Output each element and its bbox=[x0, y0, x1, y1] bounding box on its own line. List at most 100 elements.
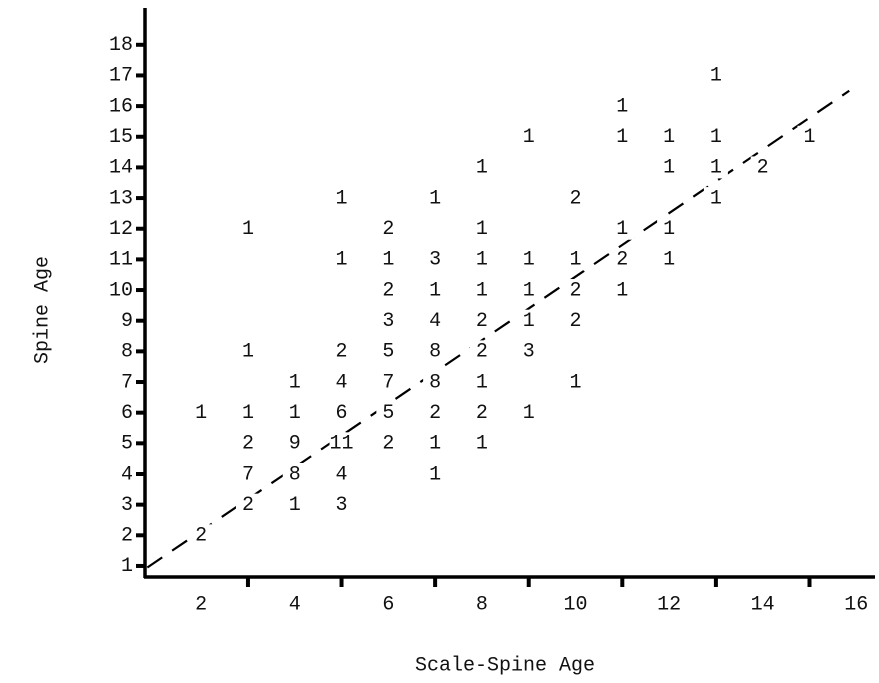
count-bg bbox=[376, 217, 401, 240]
count-label: 9 bbox=[289, 433, 301, 456]
count-bg bbox=[516, 340, 541, 363]
count-label: 2 bbox=[382, 279, 394, 302]
count-label: 11 bbox=[330, 433, 354, 456]
count-label: 2 bbox=[476, 341, 488, 364]
count-bg bbox=[329, 340, 354, 363]
count-label: 1 bbox=[476, 433, 488, 456]
count-bg bbox=[189, 524, 214, 547]
y-tick-label: 12 bbox=[109, 218, 133, 241]
count-label: 2 bbox=[570, 279, 582, 302]
count-label: 2 bbox=[476, 310, 488, 333]
count-label: 1 bbox=[570, 371, 582, 394]
x-tick-label: 8 bbox=[476, 593, 488, 616]
y-tick-label: 10 bbox=[109, 279, 133, 302]
count-label: 4 bbox=[336, 371, 348, 394]
count-label: 4 bbox=[429, 310, 441, 333]
y-tick-label: 5 bbox=[121, 433, 133, 456]
count-label: 2 bbox=[242, 433, 254, 456]
count-label: 1 bbox=[663, 157, 675, 180]
y-tick-label: 14 bbox=[109, 157, 133, 180]
count-bg bbox=[703, 156, 728, 179]
count-bg bbox=[469, 340, 494, 363]
y-tick-label: 16 bbox=[109, 95, 133, 118]
count-label: 1 bbox=[429, 433, 441, 456]
count-bg bbox=[235, 340, 260, 363]
y-tick-label: 6 bbox=[121, 402, 133, 425]
count-label: 2 bbox=[757, 157, 769, 180]
count-label: 2 bbox=[195, 525, 207, 548]
count-bg bbox=[563, 248, 588, 271]
x-tick-label: 4 bbox=[289, 593, 301, 616]
count-label: 1 bbox=[710, 126, 722, 149]
count-label: 2 bbox=[429, 402, 441, 425]
count-bg bbox=[469, 217, 494, 240]
count-bg bbox=[189, 401, 214, 424]
count-bg bbox=[423, 371, 448, 394]
count-bg bbox=[282, 432, 307, 455]
count-label: 1 bbox=[710, 187, 722, 210]
count-bg bbox=[703, 125, 728, 148]
count-label: 1 bbox=[616, 218, 628, 241]
count-bg bbox=[376, 371, 401, 394]
y-tick-label: 7 bbox=[121, 371, 133, 394]
count-label: 1 bbox=[382, 249, 394, 272]
count-bg bbox=[376, 340, 401, 363]
count-bg bbox=[469, 371, 494, 394]
count-bg bbox=[235, 493, 260, 516]
count-label: 6 bbox=[336, 402, 348, 425]
count-label: 1 bbox=[476, 371, 488, 394]
x-axis-label: Scale-Spine Age bbox=[415, 654, 595, 677]
x-tick-label: 14 bbox=[751, 593, 775, 616]
count-bg bbox=[282, 371, 307, 394]
count-label: 2 bbox=[570, 187, 582, 210]
count-bg bbox=[329, 371, 354, 394]
count-label: 1 bbox=[429, 279, 441, 302]
count-label: 1 bbox=[476, 279, 488, 302]
y-tick-label: 17 bbox=[109, 65, 133, 88]
count-bg bbox=[750, 156, 775, 179]
count-bg bbox=[376, 309, 401, 332]
x-tick-label: 10 bbox=[564, 593, 588, 616]
count-label: 1 bbox=[523, 310, 535, 333]
count-bg bbox=[516, 401, 541, 424]
count-label: 1 bbox=[570, 249, 582, 272]
y-tick-label: 8 bbox=[121, 341, 133, 364]
count-bg bbox=[423, 401, 448, 424]
count-label: 2 bbox=[476, 402, 488, 425]
count-label: 1 bbox=[289, 371, 301, 394]
count-label: 8 bbox=[429, 371, 441, 394]
count-bg bbox=[563, 371, 588, 394]
count-bg bbox=[657, 248, 682, 271]
count-bg bbox=[469, 309, 494, 332]
count-bg bbox=[563, 187, 588, 210]
count-label: 1 bbox=[710, 157, 722, 180]
count-label: 7 bbox=[382, 371, 394, 394]
count-label: 1 bbox=[476, 157, 488, 180]
count-bg bbox=[235, 432, 260, 455]
count-label: 2 bbox=[242, 494, 254, 517]
count-label: 2 bbox=[570, 310, 582, 333]
count-bg bbox=[235, 401, 260, 424]
count-bg bbox=[610, 279, 635, 302]
count-bg bbox=[797, 125, 822, 148]
count-bg bbox=[376, 248, 401, 271]
count-label: 2 bbox=[616, 249, 628, 272]
count-label: 7 bbox=[242, 463, 254, 486]
count-bg bbox=[329, 493, 354, 516]
count-label: 3 bbox=[336, 494, 348, 517]
count-label: 2 bbox=[382, 433, 394, 456]
count-bg bbox=[329, 187, 354, 210]
count-bg bbox=[610, 217, 635, 240]
count-bg bbox=[469, 156, 494, 179]
count-bg bbox=[423, 248, 448, 271]
count-label: 1 bbox=[476, 218, 488, 241]
count-label: 1 bbox=[616, 126, 628, 149]
y-tick-label: 2 bbox=[121, 525, 133, 548]
count-bg bbox=[469, 401, 494, 424]
count-label: 1 bbox=[429, 463, 441, 486]
y-tick-label: 15 bbox=[109, 126, 133, 149]
count-bg bbox=[469, 279, 494, 302]
count-label: 1 bbox=[429, 187, 441, 210]
count-label: 3 bbox=[523, 341, 535, 364]
